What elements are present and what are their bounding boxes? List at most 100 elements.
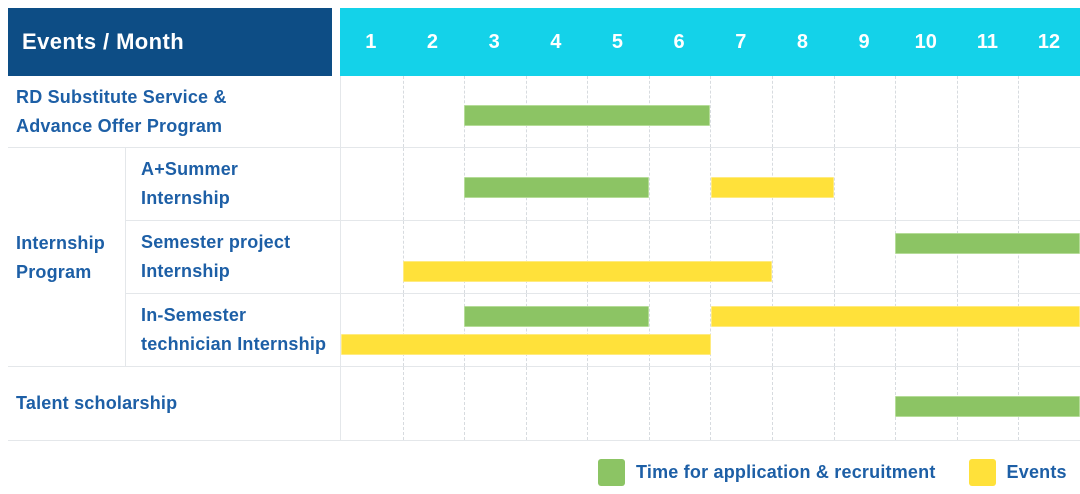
month-grid xyxy=(340,367,1080,441)
month-cell xyxy=(341,76,403,147)
month-cell xyxy=(833,221,896,293)
header-title: Events / Month xyxy=(8,8,332,76)
gantt-row: Talent scholarship xyxy=(8,367,1080,441)
row-label: Talent scholarship xyxy=(16,393,178,413)
row-label-cell: Semester project Internship xyxy=(125,221,340,294)
row-label-cell: RD Substitute Service & Advance Offer Pr… xyxy=(8,76,340,148)
month-grid xyxy=(340,221,1080,294)
row-label-cell: Talent scholarship xyxy=(8,367,340,441)
table-header: Events / Month 1 2 3 4 5 6 7 8 9 10 11 12 xyxy=(8,8,1080,76)
month-cell xyxy=(402,367,465,440)
event-bar xyxy=(341,334,711,355)
row-label: Semester project Internship xyxy=(141,232,291,281)
application-bar xyxy=(895,396,1080,417)
month-cell xyxy=(464,294,526,366)
month-grid xyxy=(340,148,1080,221)
month-tick-11: 11 xyxy=(976,30,998,53)
event-bar xyxy=(710,177,834,198)
month-cell xyxy=(956,76,1019,147)
month-cell xyxy=(710,221,772,293)
month-cell xyxy=(464,221,526,293)
month-cell xyxy=(587,221,649,293)
month-cell xyxy=(956,294,1019,366)
row-label: In-Semester technician Internship xyxy=(141,305,327,354)
application-bar xyxy=(895,233,1080,254)
month-cell xyxy=(341,221,403,293)
gantt-row: In-Semester technician Internship xyxy=(8,294,1080,367)
month-cell xyxy=(833,148,896,220)
event-bar xyxy=(402,261,773,282)
month-cell xyxy=(895,294,957,366)
month-cell xyxy=(772,76,834,147)
group-spacer xyxy=(8,294,125,367)
month-cell xyxy=(525,367,588,440)
application-bar xyxy=(464,105,711,126)
month-tick-2: 2 xyxy=(426,30,439,53)
month-cell xyxy=(402,148,465,220)
month-cell xyxy=(1018,76,1080,147)
month-cell xyxy=(895,76,957,147)
month-tick-4: 4 xyxy=(550,30,562,53)
month-cell xyxy=(402,76,465,147)
month-cell xyxy=(1018,221,1080,293)
month-tick-1: 1 xyxy=(365,30,377,53)
month-cell xyxy=(1018,294,1080,366)
month-cell xyxy=(833,76,896,147)
events-legend-swatch xyxy=(968,458,996,486)
row-label-cell: In-Semester technician Internship xyxy=(125,294,340,367)
table-body: RD Substitute Service & Advance Offer Pr… xyxy=(8,76,1080,441)
application-bar xyxy=(464,177,649,198)
gantt-row: Semester project Internship xyxy=(8,221,1080,294)
month-grid xyxy=(340,294,1080,367)
month-cell xyxy=(833,367,896,440)
month-cell xyxy=(525,221,588,293)
month-cell xyxy=(895,148,957,220)
event-bar xyxy=(710,306,1080,327)
group-cell-internship-program: Internship Program xyxy=(8,148,125,367)
month-grid xyxy=(340,76,1080,148)
month-cell xyxy=(648,148,711,220)
gantt-row: A+Summer Internship xyxy=(8,148,1080,221)
legend-label-application: Time for application & recruitment xyxy=(636,461,936,482)
month-cell xyxy=(341,148,403,220)
month-cell xyxy=(525,294,588,366)
application-legend-swatch xyxy=(598,458,625,486)
month-tick-8: 8 xyxy=(796,30,808,53)
month-cell xyxy=(710,76,772,147)
month-tick-10: 10 xyxy=(914,30,937,53)
month-cell xyxy=(587,294,649,366)
month-cell xyxy=(772,294,834,366)
row-label: A+Summer Internship xyxy=(141,159,239,208)
month-cell xyxy=(956,148,1019,220)
month-cell xyxy=(833,294,896,366)
month-cell xyxy=(341,367,403,440)
month-cell xyxy=(1018,148,1080,220)
month-cell xyxy=(772,367,834,440)
month-cell xyxy=(402,221,465,293)
month-cell xyxy=(648,367,711,440)
schedule-table: Events / Month 1 2 3 4 5 6 7 8 9 10 11 12 RD Substi… xyxy=(8,8,1080,441)
month-cell xyxy=(587,367,649,440)
month-tick-12: 12 xyxy=(1037,30,1061,53)
month-cell xyxy=(648,294,711,366)
row-label: RD Substitute Service & Advance Offer Pr… xyxy=(16,86,227,136)
legend: Time for application & recruitment Event… xyxy=(598,457,1067,487)
month-tick-7: 7 xyxy=(735,30,747,53)
month-cell xyxy=(956,221,1019,293)
legend-label-events: Events xyxy=(1006,461,1067,482)
month-cell xyxy=(341,294,403,366)
gantt-row: RD Substitute Service & Advance Offer Pr… xyxy=(8,76,1080,148)
month-tick-5: 5 xyxy=(611,30,624,53)
month-tick-3: 3 xyxy=(488,30,500,53)
month-cell xyxy=(895,221,957,293)
month-cell xyxy=(402,294,465,366)
month-tick-9: 9 xyxy=(858,30,870,53)
month-cell xyxy=(710,294,772,366)
month-axis: 1 2 3 4 5 6 7 8 9 10 11 12 xyxy=(340,8,1080,76)
month-cell xyxy=(710,367,772,440)
row-label-cell: A+Summer Internship xyxy=(125,148,340,221)
header-gap xyxy=(332,8,340,76)
month-cell xyxy=(464,367,526,440)
group-label: Internship Program xyxy=(16,232,106,282)
